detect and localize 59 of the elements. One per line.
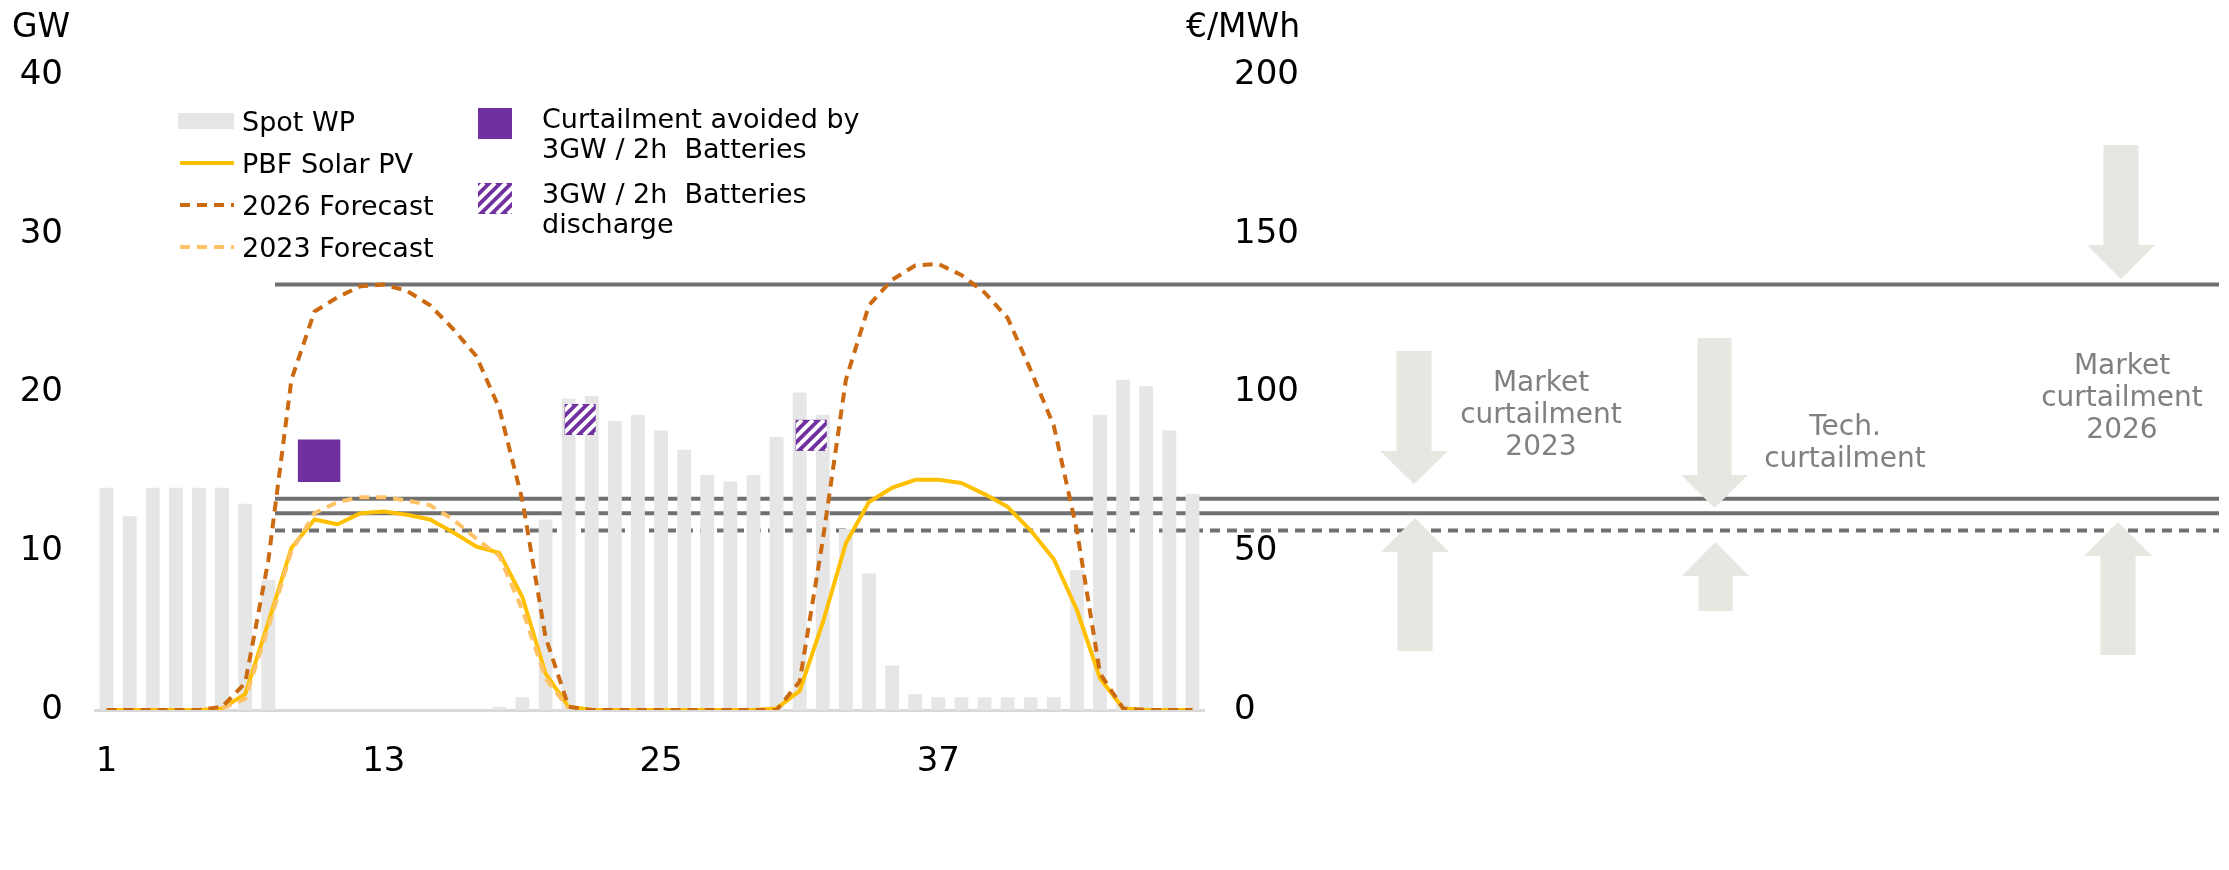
bar — [631, 414, 645, 710]
bar — [122, 516, 137, 710]
text: Market curtailment 2023 — [1459, 365, 1623, 463]
bar — [1046, 697, 1061, 710]
bar — [515, 697, 530, 710]
bar — [654, 430, 668, 710]
y-tick-label: 20 — [19, 369, 63, 410]
line-series — [104, 261, 1195, 710]
bar — [99, 487, 114, 710]
y2-tick-label: 0 — [1234, 686, 1256, 727]
x-tick-label: 1 — [95, 739, 118, 780]
x-tick-label: 25 — [639, 739, 683, 780]
bar — [145, 487, 160, 710]
y2-tick-label: 150 — [1234, 210, 1299, 251]
bar — [607, 421, 622, 710]
bar — [723, 481, 738, 710]
bar — [954, 697, 969, 710]
y-tick-label: 30 — [19, 210, 63, 251]
bar — [677, 449, 692, 710]
legend-label: Spot WP — [242, 105, 355, 137]
bar — [908, 694, 923, 710]
bar — [977, 697, 992, 710]
bar — [769, 436, 784, 710]
y2-axis-title: €/MWh — [1186, 6, 1301, 45]
legend-label: PBF Solar PV — [242, 147, 414, 179]
y-tick-label: 40 — [19, 51, 63, 92]
bar — [700, 475, 715, 710]
x-tick-label: 37 — [916, 739, 960, 780]
bar — [1185, 494, 1200, 710]
x-tick-label: 13 — [362, 739, 406, 780]
text: Tech. curtailment — [1763, 409, 1927, 475]
y2-tick-label: 50 — [1234, 528, 1278, 569]
bar — [746, 475, 761, 710]
legend-label: 2026 Forecast — [242, 189, 434, 221]
y2-tick-label: 200 — [1234, 51, 1299, 92]
bar — [492, 706, 507, 710]
bar — [1023, 697, 1038, 710]
bar — [168, 487, 183, 710]
legend-label: 3GW / 2h Batteries discharge — [542, 178, 808, 240]
bar — [931, 697, 946, 710]
bar — [1162, 430, 1177, 710]
bar — [1000, 697, 1015, 710]
y-tick-label: 10 — [19, 528, 63, 569]
bar — [1116, 379, 1131, 710]
bar — [885, 665, 900, 710]
bar — [1093, 414, 1107, 710]
bar — [1139, 386, 1154, 710]
line-series — [220, 495, 571, 710]
legend-label: 2023 Forecast — [242, 231, 434, 263]
legend-label: Curtailment avoided by 3GW / 2h Batteries — [542, 103, 861, 164]
bar — [215, 487, 229, 710]
y-axis-title: GW — [12, 6, 71, 45]
bar — [192, 487, 206, 710]
bar — [1070, 570, 1084, 710]
y2-tick-label: 100 — [1234, 369, 1299, 410]
y-tick-label: 0 — [41, 686, 63, 727]
bar — [862, 573, 876, 710]
bar — [838, 529, 853, 710]
text: Market curtailment 2026 — [2040, 348, 2204, 446]
